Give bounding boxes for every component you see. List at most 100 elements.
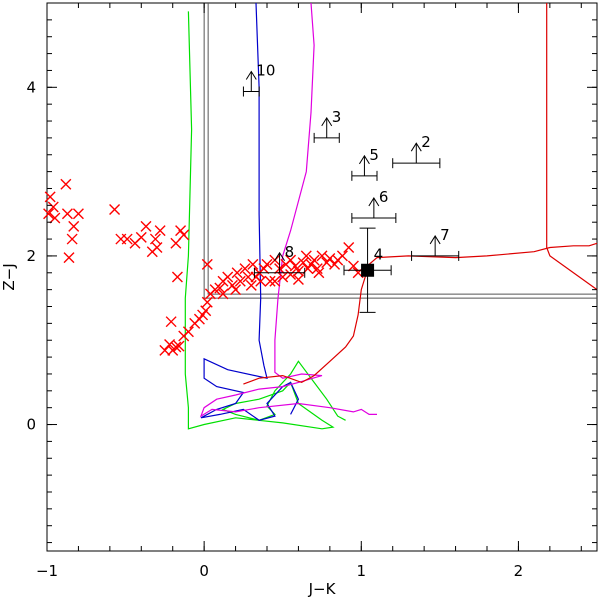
x-tick-label: 2 bbox=[514, 562, 524, 580]
x-axis-label: J−K bbox=[308, 580, 337, 598]
cross-marker bbox=[201, 258, 213, 270]
cross-marker bbox=[164, 338, 176, 350]
cross-marker bbox=[247, 258, 259, 270]
cross-marker bbox=[292, 265, 304, 277]
cross-marker bbox=[140, 220, 152, 232]
cross-marker bbox=[230, 284, 242, 296]
cross-marker bbox=[72, 208, 84, 220]
cross-marker bbox=[347, 260, 359, 272]
labelled-points-layer: 2 3 4 5 6 7 8 10 bbox=[242, 62, 460, 313]
cross-marker bbox=[165, 316, 177, 328]
cross-marker bbox=[61, 208, 73, 220]
plot-frame bbox=[46, 2, 598, 552]
cross-marker bbox=[149, 233, 161, 245]
cross-marker bbox=[343, 241, 355, 253]
labelled-point-3: 3 bbox=[313, 108, 342, 143]
x-tick-label: 1 bbox=[357, 562, 367, 580]
cross-marker bbox=[255, 275, 267, 287]
x-tick-label: −1 bbox=[36, 562, 58, 580]
cross-marker bbox=[217, 288, 229, 300]
lower-limit-arrow bbox=[410, 142, 422, 152]
lower-limit-arrow bbox=[429, 234, 441, 245]
track-magenta bbox=[199, 2, 377, 418]
cross-marker bbox=[313, 267, 325, 279]
point-label: 6 bbox=[379, 188, 389, 206]
labelled-point-6: 6 bbox=[351, 188, 397, 223]
point-label: 3 bbox=[332, 108, 342, 126]
cross-marker bbox=[66, 233, 78, 245]
cross-marker bbox=[135, 231, 147, 243]
cross-marker bbox=[300, 250, 312, 262]
lower-limit-arrow bbox=[368, 197, 380, 207]
cross-marker bbox=[292, 274, 304, 286]
cross-marker bbox=[234, 275, 246, 287]
point-label: 7 bbox=[440, 226, 450, 244]
cross-marker bbox=[261, 258, 273, 270]
ticks-layer: −1 0 1 2 0 2 4 bbox=[26, 2, 597, 580]
cross-marker bbox=[222, 271, 234, 283]
labelled-point-8: 8 bbox=[253, 243, 306, 278]
track-green bbox=[184, 11, 346, 430]
cross-marker bbox=[170, 341, 182, 353]
y-tick-label: 4 bbox=[26, 78, 36, 96]
y-tick-label: 2 bbox=[26, 247, 36, 265]
y-axis-label: Z−J bbox=[0, 263, 18, 290]
cross-marker bbox=[63, 252, 75, 264]
cross-marker bbox=[316, 250, 328, 262]
cross-marker bbox=[121, 233, 133, 245]
cross-marker bbox=[159, 344, 171, 356]
lower-limit-arrow bbox=[245, 70, 257, 80]
labelled-point-7: 7 bbox=[411, 226, 460, 261]
labelled-point-4: 4 bbox=[343, 227, 392, 313]
cross-marker bbox=[178, 229, 190, 241]
cross-marker bbox=[201, 296, 213, 308]
cross-marker bbox=[173, 340, 185, 352]
cross-marker bbox=[200, 305, 212, 317]
selection-box-layer bbox=[203, 3, 597, 299]
cross-marker bbox=[239, 263, 251, 275]
filled-square-marker bbox=[361, 263, 375, 277]
cross-marker bbox=[182, 326, 194, 338]
lower-limit-arrow bbox=[274, 251, 285, 262]
point-label: 4 bbox=[374, 245, 384, 263]
cross-marker bbox=[44, 191, 56, 203]
cross-marker bbox=[242, 271, 254, 283]
track-red-vertical bbox=[546, 3, 598, 291]
labelled-point-10: 10 bbox=[242, 62, 275, 97]
labelled-point-2: 2 bbox=[392, 133, 441, 169]
cross-marker bbox=[332, 254, 344, 266]
x-tick-label: 0 bbox=[199, 562, 209, 580]
point-label: 5 bbox=[369, 146, 379, 164]
labelled-point-5: 5 bbox=[351, 146, 379, 181]
cross-marker bbox=[289, 260, 301, 272]
cross-marker bbox=[171, 271, 183, 283]
cross-marker bbox=[264, 275, 276, 287]
point-label: 8 bbox=[285, 243, 295, 261]
cross-marker bbox=[60, 178, 72, 190]
selection-box-outer bbox=[203, 3, 597, 299]
lower-limit-arrow bbox=[359, 154, 370, 165]
cross-marker bbox=[231, 267, 243, 279]
cross-marker bbox=[269, 275, 281, 287]
cross-marker bbox=[154, 225, 166, 237]
y-tick-label: 0 bbox=[26, 416, 36, 434]
selection-box-inner bbox=[207, 3, 597, 295]
lower-limit-arrow bbox=[321, 116, 333, 127]
track-blue bbox=[200, 2, 300, 421]
model-tracks-layer bbox=[184, 2, 598, 430]
cross-marker bbox=[47, 201, 59, 213]
point-label: 10 bbox=[256, 62, 275, 80]
cross-marker bbox=[68, 220, 80, 232]
cross-marker bbox=[49, 212, 61, 224]
cross-marker bbox=[285, 268, 297, 280]
point-label: 2 bbox=[421, 133, 431, 151]
cross-marker bbox=[285, 254, 297, 266]
cross-marker bbox=[109, 204, 121, 216]
cross-marker bbox=[308, 254, 320, 266]
cross-marker bbox=[214, 282, 226, 294]
cross-marker bbox=[151, 241, 163, 253]
cross-marker bbox=[43, 208, 55, 220]
crosses-layer bbox=[43, 178, 364, 356]
cross-marker bbox=[245, 279, 257, 291]
